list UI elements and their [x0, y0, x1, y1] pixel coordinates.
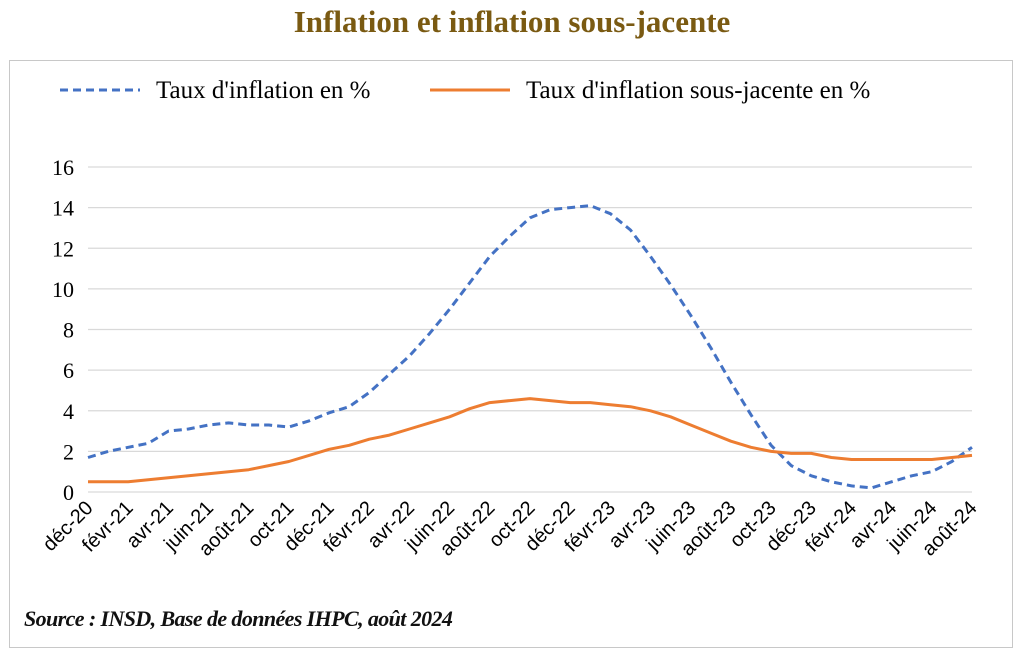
y-tick-label: 8 [63, 318, 74, 343]
y-tick-label: 14 [52, 196, 74, 221]
legend-label-1: Taux d'inflation en % [156, 77, 371, 104]
line-chart: 0 2 4 6 8 10 12 14 16 déc-20févr-21avr-21juin-21… [39, 77, 982, 561]
y-tick-label: 12 [52, 236, 74, 261]
series-line-2 [88, 397, 973, 484]
y-tick-label: 2 [63, 439, 74, 464]
y-axis-tick-labels: 0 2 4 6 8 10 12 14 16 [52, 155, 74, 505]
chart-frame: 0 2 4 6 8 10 12 14 16 déc-20 févr-21 avr-21 juin-21… [9, 60, 1013, 648]
legend: Taux d'inflation en % Taux d'inflation so… [60, 77, 870, 104]
y-tick-label: 4 [63, 399, 74, 424]
chart-title: Inflation et inflation sous-jacente [293, 4, 731, 39]
y-tick-label: 10 [52, 277, 74, 302]
series-lines [87, 204, 973, 490]
y-tick-label: 0 [63, 480, 74, 505]
legend-label-2: Taux d'inflation sous-jacente en % [526, 77, 870, 104]
y-tick-label: 16 [52, 155, 74, 180]
source-note: Source : INSD, Base de données IHPC, aoû… [24, 606, 453, 631]
y-tick-label: 6 [63, 358, 74, 383]
series-line-1 [87, 204, 973, 490]
x-axis-tick-labels: déc-20févr-21avr-21juin-21août-21oct-21d… [39, 497, 982, 561]
grid-lines [88, 166, 972, 493]
